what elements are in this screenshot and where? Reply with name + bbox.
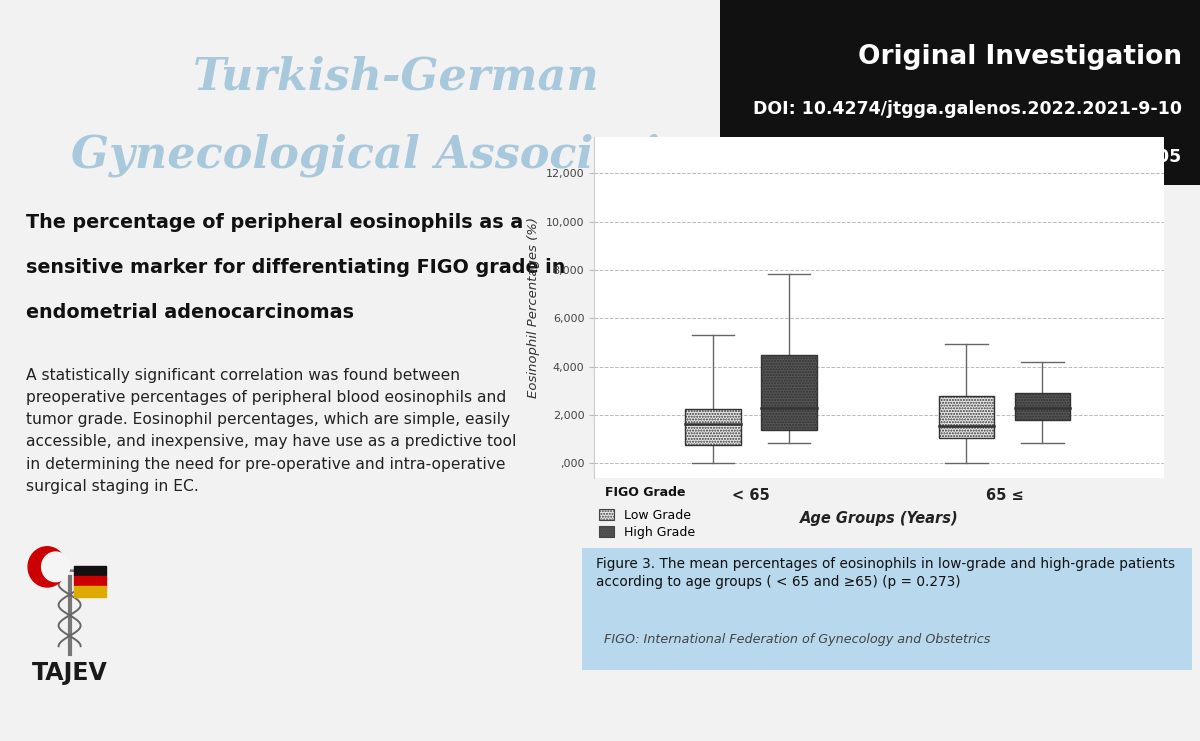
Text: A statistically significant correlation was found between
preoperative percentag: A statistically significant correlation … — [26, 368, 517, 494]
Text: Turkish-German: Turkish-German — [193, 56, 599, 99]
Text: The percentage of peripheral eosinophils as a: The percentage of peripheral eosinophils… — [26, 213, 523, 232]
Bar — [73, 566, 106, 576]
Text: TAJEV: TAJEV — [31, 661, 108, 685]
Bar — [938, 396, 995, 438]
Text: FIGO Grade: FIGO Grade — [605, 487, 685, 499]
Bar — [685, 409, 740, 445]
Text: Gynecological Association: Gynecological Association — [71, 133, 721, 177]
Legend: Low Grade, High Grade: Low Grade, High Grade — [599, 509, 695, 539]
Text: J Turk Ger Gynecol Assoc 2022; 23: 99-105: J Turk Ger Gynecol Assoc 2022; 23: 99-10… — [767, 148, 1182, 166]
Text: Original Investigation: Original Investigation — [858, 44, 1182, 70]
Text: FIGO: International Federation of Gynecology and Obstetrics: FIGO: International Federation of Gyneco… — [604, 633, 990, 646]
Bar — [582, 548, 1192, 671]
Y-axis label: Eosinophil Percentages (%): Eosinophil Percentages (%) — [527, 217, 540, 398]
Circle shape — [28, 547, 66, 587]
Bar — [761, 355, 817, 430]
Circle shape — [42, 552, 70, 582]
Bar — [73, 576, 106, 586]
Bar — [1014, 393, 1070, 420]
Text: DOI: 10.4274/jtgga.galenos.2022.2021-9-10: DOI: 10.4274/jtgga.galenos.2022.2021-9-1… — [754, 100, 1182, 118]
Text: endometrial adenocarcinomas: endometrial adenocarcinomas — [26, 303, 354, 322]
Bar — [720, 0, 1200, 185]
Text: sensitive marker for differentiating FIGO grade in: sensitive marker for differentiating FIG… — [26, 258, 565, 277]
X-axis label: Age Groups (Years): Age Groups (Years) — [799, 511, 959, 526]
Bar — [73, 586, 106, 597]
Text: Figure 3. The mean percentages of eosinophils in low-grade and high-grade patien: Figure 3. The mean percentages of eosino… — [596, 557, 1176, 589]
